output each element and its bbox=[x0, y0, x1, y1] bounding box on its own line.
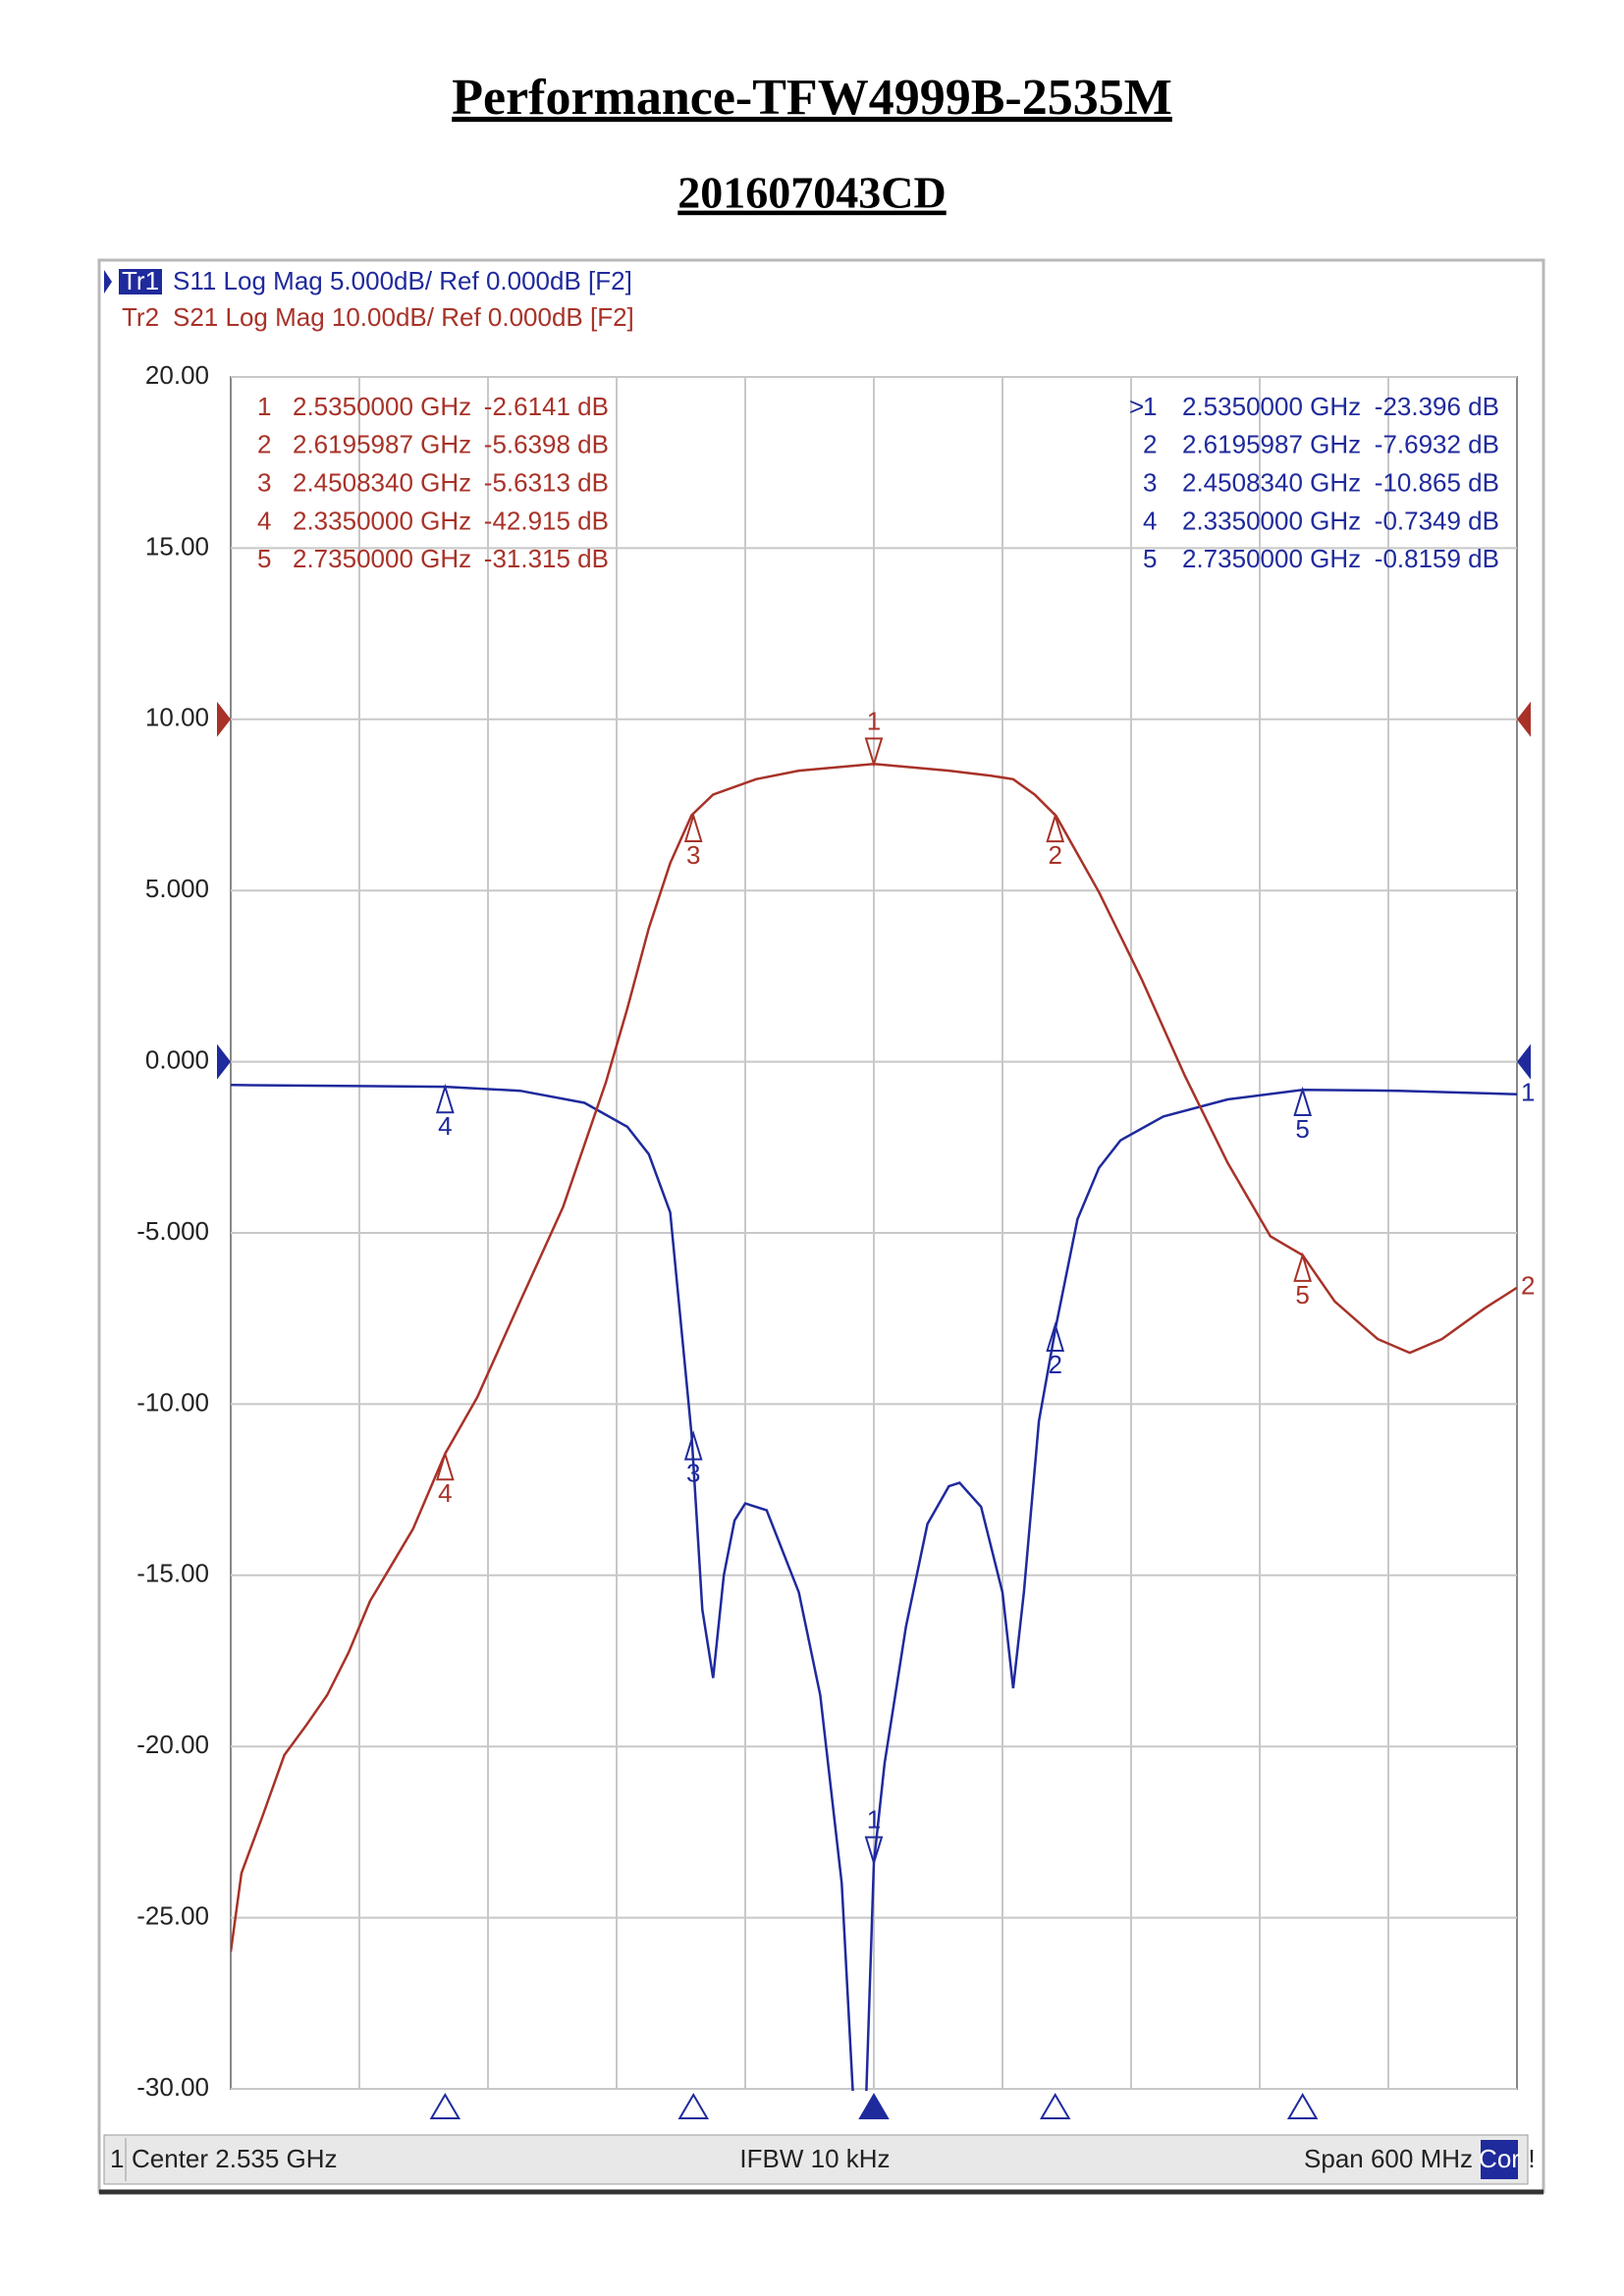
status: ! bbox=[1528, 2144, 1535, 2173]
readout-value: -31.315 dB bbox=[484, 544, 609, 573]
readout-id: 3 bbox=[257, 467, 271, 497]
readout-frequency: 2.7350000 GHz bbox=[293, 544, 471, 573]
readout-value: -42.915 dB bbox=[484, 506, 609, 535]
marker-triangle bbox=[1046, 1321, 1065, 1352]
ref-level-marker bbox=[217, 701, 231, 737]
readout-id: 4 bbox=[1143, 506, 1157, 535]
marker-label: 2 bbox=[1048, 840, 1061, 870]
marker-label: 5 bbox=[1295, 1114, 1309, 1144]
y-tick-label: -10.00 bbox=[136, 1387, 209, 1416]
stimulus-marker bbox=[677, 2093, 709, 2119]
y-tick-label: -25.00 bbox=[136, 1900, 209, 1930]
readout-frequency: 2.4508340 GHz bbox=[1182, 467, 1361, 497]
status-bar bbox=[103, 2134, 1529, 2185]
y-tick-label: 10.00 bbox=[145, 703, 209, 732]
correction: Cor bbox=[1479, 2144, 1520, 2173]
marker-label: 3 bbox=[686, 1458, 700, 1487]
channel: 1 bbox=[110, 2144, 124, 2173]
readout-frequency: 2.3350000 GHz bbox=[293, 506, 471, 535]
tr1-highlight bbox=[119, 269, 162, 294]
center-frequency: Center 2.535 GHz bbox=[132, 2144, 338, 2173]
readout-value: -5.6313 dB bbox=[484, 467, 609, 497]
trace-end-label: 2 bbox=[1521, 1271, 1535, 1301]
readout-id: 1 bbox=[1143, 392, 1157, 421]
marker-triangle bbox=[1293, 1252, 1313, 1282]
marker-label: 3 bbox=[686, 840, 700, 870]
readout-frequency: 2.6195987 GHz bbox=[1182, 430, 1361, 459]
marker-triangle bbox=[864, 737, 884, 768]
readout-id: 2 bbox=[257, 430, 271, 459]
readout-id: 4 bbox=[257, 506, 271, 535]
ifbw: IFBW 10 kHz bbox=[739, 2144, 890, 2173]
subtitle: 201607043CD bbox=[677, 168, 946, 218]
readout-value: -10.865 dB bbox=[1375, 467, 1499, 497]
readout-id: 5 bbox=[257, 544, 271, 573]
marker-triangle bbox=[683, 812, 703, 843]
y-tick-label: 15.00 bbox=[145, 531, 209, 561]
trace-settings: S21 Log Mag 10.00dB/ Ref 0.000dB [F2] bbox=[173, 302, 634, 332]
readout-id: 1 bbox=[257, 392, 271, 421]
span: Span 600 MHz bbox=[1304, 2144, 1473, 2173]
trace-id: Tr2 bbox=[122, 302, 159, 332]
marker-label: 4 bbox=[438, 1478, 452, 1508]
readout-value: -0.7349 dB bbox=[1375, 506, 1499, 535]
readout-frequency: 2.5350000 GHz bbox=[1182, 392, 1361, 421]
cor-box bbox=[1481, 2140, 1518, 2179]
active-marker-prefix: > bbox=[1129, 392, 1144, 421]
y-tick-label: -30.00 bbox=[136, 2072, 209, 2102]
marker-label: 2 bbox=[1048, 1350, 1061, 1379]
marker-label: 5 bbox=[1295, 1280, 1309, 1309]
marker-triangle bbox=[864, 1836, 884, 1867]
ref-level-marker bbox=[1517, 701, 1531, 737]
marker-label: 1 bbox=[867, 706, 881, 735]
title: Performance-TFW4999B-2535M bbox=[452, 70, 1172, 126]
readout-id: 3 bbox=[1143, 467, 1157, 497]
y-tick-label: 0.000 bbox=[145, 1044, 209, 1074]
readout-frequency: 2.3350000 GHz bbox=[1182, 506, 1361, 535]
stimulus-marker bbox=[429, 2093, 461, 2119]
marker-label: 4 bbox=[438, 1111, 452, 1141]
y-tick-label: -5.000 bbox=[136, 1216, 209, 1246]
y-tick-label: 5.000 bbox=[145, 874, 209, 903]
ref-level-marker bbox=[1517, 1043, 1531, 1080]
ref-level-marker bbox=[217, 1043, 231, 1080]
marker-label: 1 bbox=[867, 1805, 881, 1835]
readout-value: -2.6141 dB bbox=[484, 392, 609, 421]
readout-id: 2 bbox=[1143, 430, 1157, 459]
readout-value: -5.6398 dB bbox=[484, 430, 609, 459]
stimulus-marker bbox=[1039, 2093, 1071, 2119]
trace-id: Tr1 bbox=[122, 266, 159, 295]
marker-triangle bbox=[1046, 812, 1065, 843]
trace-settings: S11 Log Mag 5.000dB/ Ref 0.000dB [F2] bbox=[173, 266, 632, 295]
stimulus-marker bbox=[1286, 2093, 1319, 2119]
readout-value: -0.8159 dB bbox=[1375, 544, 1499, 573]
marker-triangle bbox=[435, 1083, 455, 1114]
marker-triangle bbox=[683, 1430, 703, 1461]
readout-frequency: 2.6195987 GHz bbox=[293, 430, 471, 459]
readout-frequency: 2.4508340 GHz bbox=[293, 467, 471, 497]
y-tick-label: 20.00 bbox=[145, 360, 209, 390]
trace-end-label: 1 bbox=[1521, 1078, 1535, 1107]
readout-value: -23.396 dB bbox=[1375, 392, 1499, 421]
y-tick-label: -15.00 bbox=[136, 1559, 209, 1588]
trace bbox=[231, 763, 1517, 1952]
y-tick-label: -20.00 bbox=[136, 1730, 209, 1759]
marker-triangle bbox=[1293, 1086, 1313, 1117]
active-trace-indicator bbox=[104, 270, 112, 294]
marker-triangle bbox=[435, 1450, 455, 1481]
readout-frequency: 2.7350000 GHz bbox=[1182, 544, 1361, 573]
readout-value: -7.6932 dB bbox=[1375, 430, 1499, 459]
stimulus-marker bbox=[858, 2093, 890, 2119]
readout-id: 5 bbox=[1143, 544, 1157, 573]
readout-frequency: 2.5350000 GHz bbox=[293, 392, 471, 421]
